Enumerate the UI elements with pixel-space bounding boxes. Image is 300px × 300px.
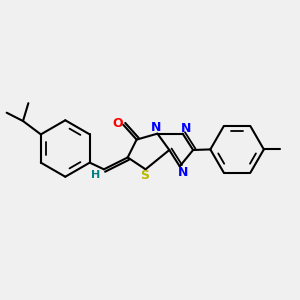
Text: N: N bbox=[152, 121, 162, 134]
Text: N: N bbox=[178, 167, 188, 179]
Text: H: H bbox=[91, 170, 100, 180]
Text: N: N bbox=[181, 122, 191, 135]
Text: S: S bbox=[140, 169, 149, 182]
Text: O: O bbox=[112, 117, 123, 130]
